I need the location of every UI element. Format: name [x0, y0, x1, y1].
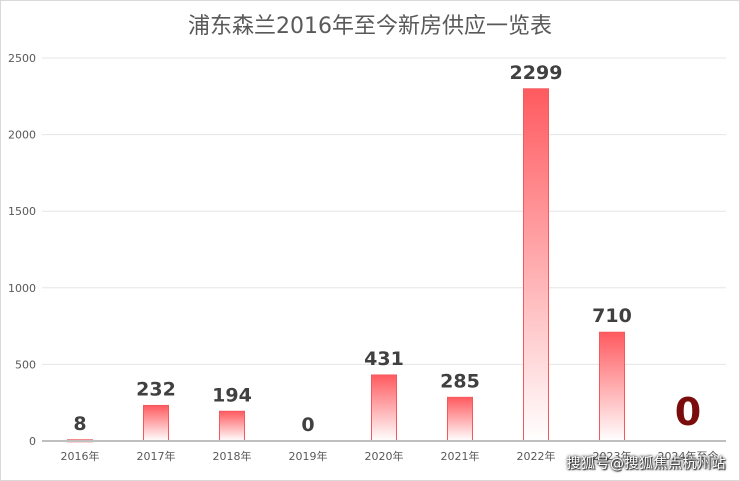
x-tick-label: 2023年 [593, 449, 632, 463]
bar [219, 410, 245, 442]
data-label: 0 [301, 414, 314, 436]
data-label: 431 [364, 348, 404, 370]
bar [143, 404, 169, 442]
x-tick-label: 2018年 [213, 449, 252, 463]
data-label: 194 [212, 384, 252, 406]
data-label: 0 [675, 390, 701, 434]
y-tick-label: 2500 [8, 52, 36, 65]
data-label: 2299 [510, 62, 563, 84]
data-label: 710 [592, 305, 632, 327]
data-label: 232 [136, 378, 176, 400]
bar [371, 374, 397, 442]
watermark: 搜狐号@搜狐焦点杭州站 [566, 456, 726, 472]
y-tick-label: 1500 [8, 205, 36, 218]
bar [599, 331, 625, 442]
x-axis: 2016年 2017年 2018年 2019年 2020年 2021年 2022年 2023年… [42, 440, 726, 463]
y-axis: 0 500 1000 1500 2000 2500 [8, 52, 36, 448]
y-tick-label: 1000 [8, 282, 36, 295]
x-tick-label: 2024年至今 [658, 449, 719, 463]
bar [523, 88, 549, 442]
x-tick-label: 2021年 [441, 449, 480, 463]
bar [447, 396, 473, 442]
grid-lines [42, 57, 726, 365]
x-tick-label: 2016年 [61, 449, 100, 463]
data-label: 8 [73, 413, 86, 435]
data-labels: 8 232 194 0 431 285 2299 710 0 [73, 62, 701, 436]
x-tick-label: 2020年 [365, 449, 404, 463]
x-tick-label: 2019年 [289, 449, 328, 463]
y-tick-label: 0 [29, 435, 36, 448]
data-label: 285 [440, 370, 480, 392]
y-tick-label: 500 [15, 358, 36, 371]
chart-title: 浦东森兰2016年至今新房供应一览表 [188, 14, 552, 39]
x-tick-label: 2017年 [137, 449, 176, 463]
x-tick-label: 2022年 [517, 449, 556, 463]
y-tick-label: 2000 [8, 129, 36, 142]
